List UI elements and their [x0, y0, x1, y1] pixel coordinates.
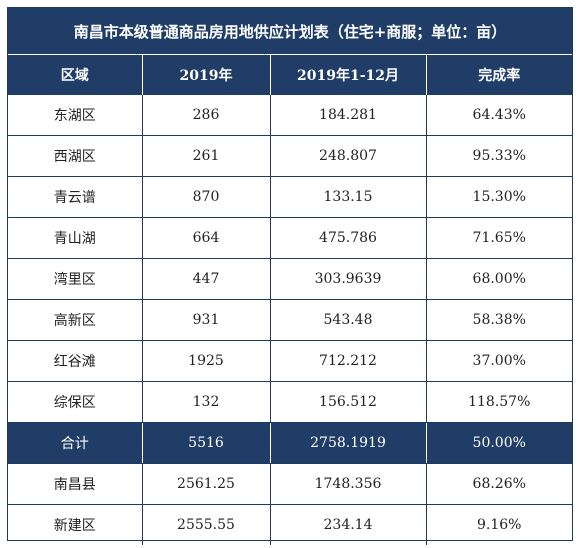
- cell-actual: 543.48: [270, 299, 427, 341]
- cell-rate: 95.33%: [426, 135, 572, 177]
- total-row: 合计 5516 2758.1919 50.00%: [8, 422, 572, 464]
- total-actual: 2758.1919: [270, 422, 427, 464]
- table-row: 青云谱 870 133.15 15.30%: [8, 176, 572, 218]
- cell-rate: 58.38%: [426, 299, 572, 341]
- header-district: 区域: [8, 55, 143, 95]
- header-completion-rate: 完成率: [426, 55, 572, 95]
- cell-district: 青山湖: [8, 217, 143, 259]
- cell-rate: 9.16%: [477, 517, 522, 533]
- table-row: 青山湖 664 475.786 71.65%: [8, 217, 572, 259]
- cell-plan: 261: [142, 135, 271, 177]
- cell-district: 青云谱: [8, 176, 143, 218]
- cell-plan: 2561.25: [142, 463, 271, 505]
- cell-rate: 68.26%: [426, 463, 572, 505]
- land-supply-table: 区域 2019年 2019年1-12月 完成率 东湖区 286 184.281 …: [8, 55, 572, 545]
- cell-plan: 132: [142, 381, 271, 423]
- table-row: 红谷滩 1925 712.212 37.00%: [8, 340, 572, 382]
- cell-actual: 303.9639: [270, 258, 427, 300]
- cell-rate: 71.65%: [426, 217, 572, 259]
- cell-plan: 286: [142, 95, 271, 136]
- cell-district: 西湖区: [8, 135, 143, 177]
- table-row: 综保区 132 156.512 118.57%: [8, 381, 572, 423]
- cell-district: 综保区: [8, 381, 143, 423]
- cell-actual: 712.212: [270, 340, 427, 382]
- cell-plan: 931: [142, 299, 271, 341]
- table-row: 东湖区 286 184.281 64.43%: [8, 95, 572, 136]
- cell-plan: 1925: [142, 340, 271, 382]
- plan-table-frame: 南昌市本级普通商品房用地供应计划表（住宅+商服；单位：亩） 区域 2019年 2…: [7, 7, 573, 545]
- cell-rate: 68.00%: [426, 258, 572, 300]
- cell-district: 新建区: [8, 504, 143, 545]
- cell-actual: 133.15: [270, 176, 427, 218]
- table-row: 湾里区 447 303.9639 68.00%: [8, 258, 572, 300]
- total-rate: 50.00%: [426, 422, 572, 464]
- cell-actual: 234.14: [270, 504, 427, 545]
- cell-plan: 664: [142, 217, 271, 259]
- cell-rate: 37.00%: [426, 340, 572, 382]
- table-row: 西湖区 261 248.807 95.33%: [8, 135, 572, 177]
- cell-actual: 184.281: [270, 95, 427, 136]
- cell-plan: 447: [142, 258, 271, 300]
- cell-district: 湾里区: [8, 258, 143, 300]
- cell-plan: 2555.55: [142, 504, 271, 545]
- cell-district: 红谷滩: [8, 340, 143, 382]
- table-row: 高新区 931 543.48 58.38%: [8, 299, 572, 341]
- table-title: 南昌市本级普通商品房用地供应计划表（住宅+商服；单位：亩）: [8, 8, 572, 55]
- cell-rate: 118.57%: [426, 381, 572, 423]
- cell-actual: 156.512: [270, 381, 427, 423]
- header-row: 区域 2019年 2019年1-12月 完成率: [8, 55, 572, 95]
- cell-plan: 870: [142, 176, 271, 218]
- total-label: 合计: [8, 422, 143, 464]
- cell-district: 东湖区: [8, 95, 143, 136]
- cell-district: 高新区: [8, 299, 143, 341]
- cell-rate: 64.43%: [426, 95, 572, 136]
- cell-rate: 15.30%: [426, 176, 572, 218]
- table-row: 南昌县 2561.25 1748.356 68.26%: [8, 463, 572, 505]
- cell-actual: 248.807: [270, 135, 427, 177]
- header-actual-jan-dec: 2019年1-12月: [270, 55, 427, 95]
- total-plan: 5516: [142, 422, 271, 464]
- header-plan-2019: 2019年: [142, 55, 271, 95]
- cell-actual: 1748.356: [270, 463, 427, 505]
- table-row: 新建区 2555.55 234.14 9.16%: [8, 504, 572, 545]
- cell-actual: 475.786: [270, 217, 427, 259]
- cell-district: 南昌县: [8, 463, 143, 505]
